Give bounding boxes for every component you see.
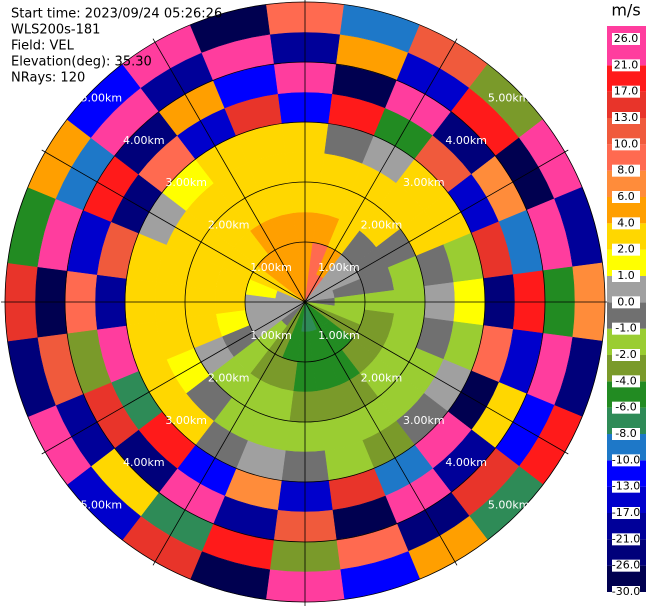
colorbar-label: 6.0: [617, 190, 635, 203]
colorbar-tick: [612, 59, 640, 72]
spoke: [304, 38, 458, 303]
colorbar-label: -10.0: [612, 453, 640, 466]
range-label: 1.00km: [318, 329, 360, 342]
spoke: [41, 149, 306, 303]
range-ring: [184, 181, 426, 423]
annotations: Start time: 2023/09/24 05:26:26WLS200s-1…: [11, 7, 222, 86]
colorbar-label: -30.0: [612, 585, 640, 598]
annotation: Field: VEL: [11, 39, 75, 54]
colorbar-tick: [612, 217, 640, 230]
range-label: 3.00km: [165, 414, 207, 427]
range-label: 4.00km: [445, 134, 487, 147]
colorbar-label: 2.0: [617, 243, 635, 256]
range-label: 5.00km: [81, 499, 123, 512]
range-ring: [244, 241, 366, 363]
range-label: 4.00km: [123, 456, 165, 469]
range-ring: [4, 1, 606, 603]
range-label: 3.00km: [403, 414, 445, 427]
colorbar-label: -6.0: [615, 401, 636, 414]
colorbar-label: -4.0: [615, 374, 636, 387]
colorbar: m/s -30.0 -26.0 -21.0 -17.0 -13.0 -10.0 -8.0 -6…: [607, 1, 646, 598]
colorbar-tick: [612, 164, 640, 177]
spoke: [152, 38, 306, 303]
colorbar-label: -17.0: [612, 506, 640, 519]
annotation: WLS200s-181: [11, 23, 100, 38]
range-label: 2.00km: [208, 371, 250, 384]
annotation: NRays: 120: [11, 71, 85, 86]
colorbar-tick: [612, 507, 640, 519]
spoke: [41, 301, 306, 455]
colorbar-tick: [612, 85, 640, 98]
colorbar-label: 10.0: [614, 137, 639, 150]
range-label: 4.00km: [123, 134, 165, 147]
range-label: 2.00km: [361, 371, 403, 384]
colorbar-label: -2.0: [615, 348, 636, 361]
colorbar-tick: [612, 322, 640, 335]
range-label: 5.00km: [488, 499, 530, 512]
colorbar-tick: [612, 138, 640, 151]
colorbar-label: 26.0: [614, 32, 639, 45]
colorbar-tick: [612, 559, 640, 572]
colorbar-label: -21.0: [612, 532, 640, 545]
annotation: Elevation(deg): 35.30: [11, 55, 152, 70]
range-label: 5.00km: [81, 91, 123, 104]
range-ring: [124, 121, 486, 483]
colorbar-tick: [612, 191, 640, 203]
colorbar-title: m/s: [611, 1, 640, 20]
range-label: 3.00km: [165, 176, 207, 189]
colorbar-label: -26.0: [612, 559, 640, 572]
range-label: 1.00km: [250, 261, 292, 274]
range-label: 1.00km: [318, 261, 360, 274]
colorbar-tick: [612, 296, 640, 309]
colorbar-label: 21.0: [614, 58, 639, 71]
colorbar-tick: [612, 112, 640, 124]
colorbar-tick: [612, 349, 640, 361]
colorbar-label: -13.0: [612, 480, 640, 493]
colorbar-tick: [612, 533, 640, 546]
colorbar-label: -8.0: [615, 427, 636, 440]
range-label: 2.00km: [208, 219, 250, 232]
spoke: [152, 301, 306, 566]
colorbar-tick: [612, 270, 640, 282]
colorbar-label: 0.0: [617, 295, 635, 308]
spoke: [304, 149, 569, 303]
colorbar-tick: [612, 480, 640, 493]
annotation: Start time: 2023/09/24 05:26:26: [11, 7, 222, 22]
colorbar-label: -1.0: [615, 322, 636, 335]
data-layer: [4, 1, 606, 603]
colorbar-tick: [612, 401, 640, 414]
colorbar-tick: [612, 243, 640, 256]
colorbar-tick: [612, 375, 640, 388]
colorbar-tick: [612, 428, 640, 440]
range-label: 3.00km: [403, 176, 445, 189]
range-label: 1.00km: [250, 329, 292, 342]
spoke: [304, 301, 569, 455]
colorbar-label: 17.0: [614, 85, 639, 98]
colorbar-label: 4.0: [617, 216, 635, 229]
spoke: [304, 301, 458, 566]
range-label: 4.00km: [445, 456, 487, 469]
colorbar-tick: [612, 586, 640, 598]
colorbar-tick: [612, 454, 640, 467]
colorbar-tick: [612, 33, 640, 45]
colorbar-label: 13.0: [614, 111, 639, 124]
range-label: 2.00km: [361, 219, 403, 232]
colorbar-label: 1.0: [617, 269, 635, 282]
colorbar-label: 8.0: [617, 164, 635, 177]
range-ring: [64, 61, 546, 543]
range-label: 5.00km: [488, 91, 530, 104]
overlay: 1.00km 1.00km 1.00km 1.00km 2.00km 2.00km 2.00…: [1, 0, 609, 606]
